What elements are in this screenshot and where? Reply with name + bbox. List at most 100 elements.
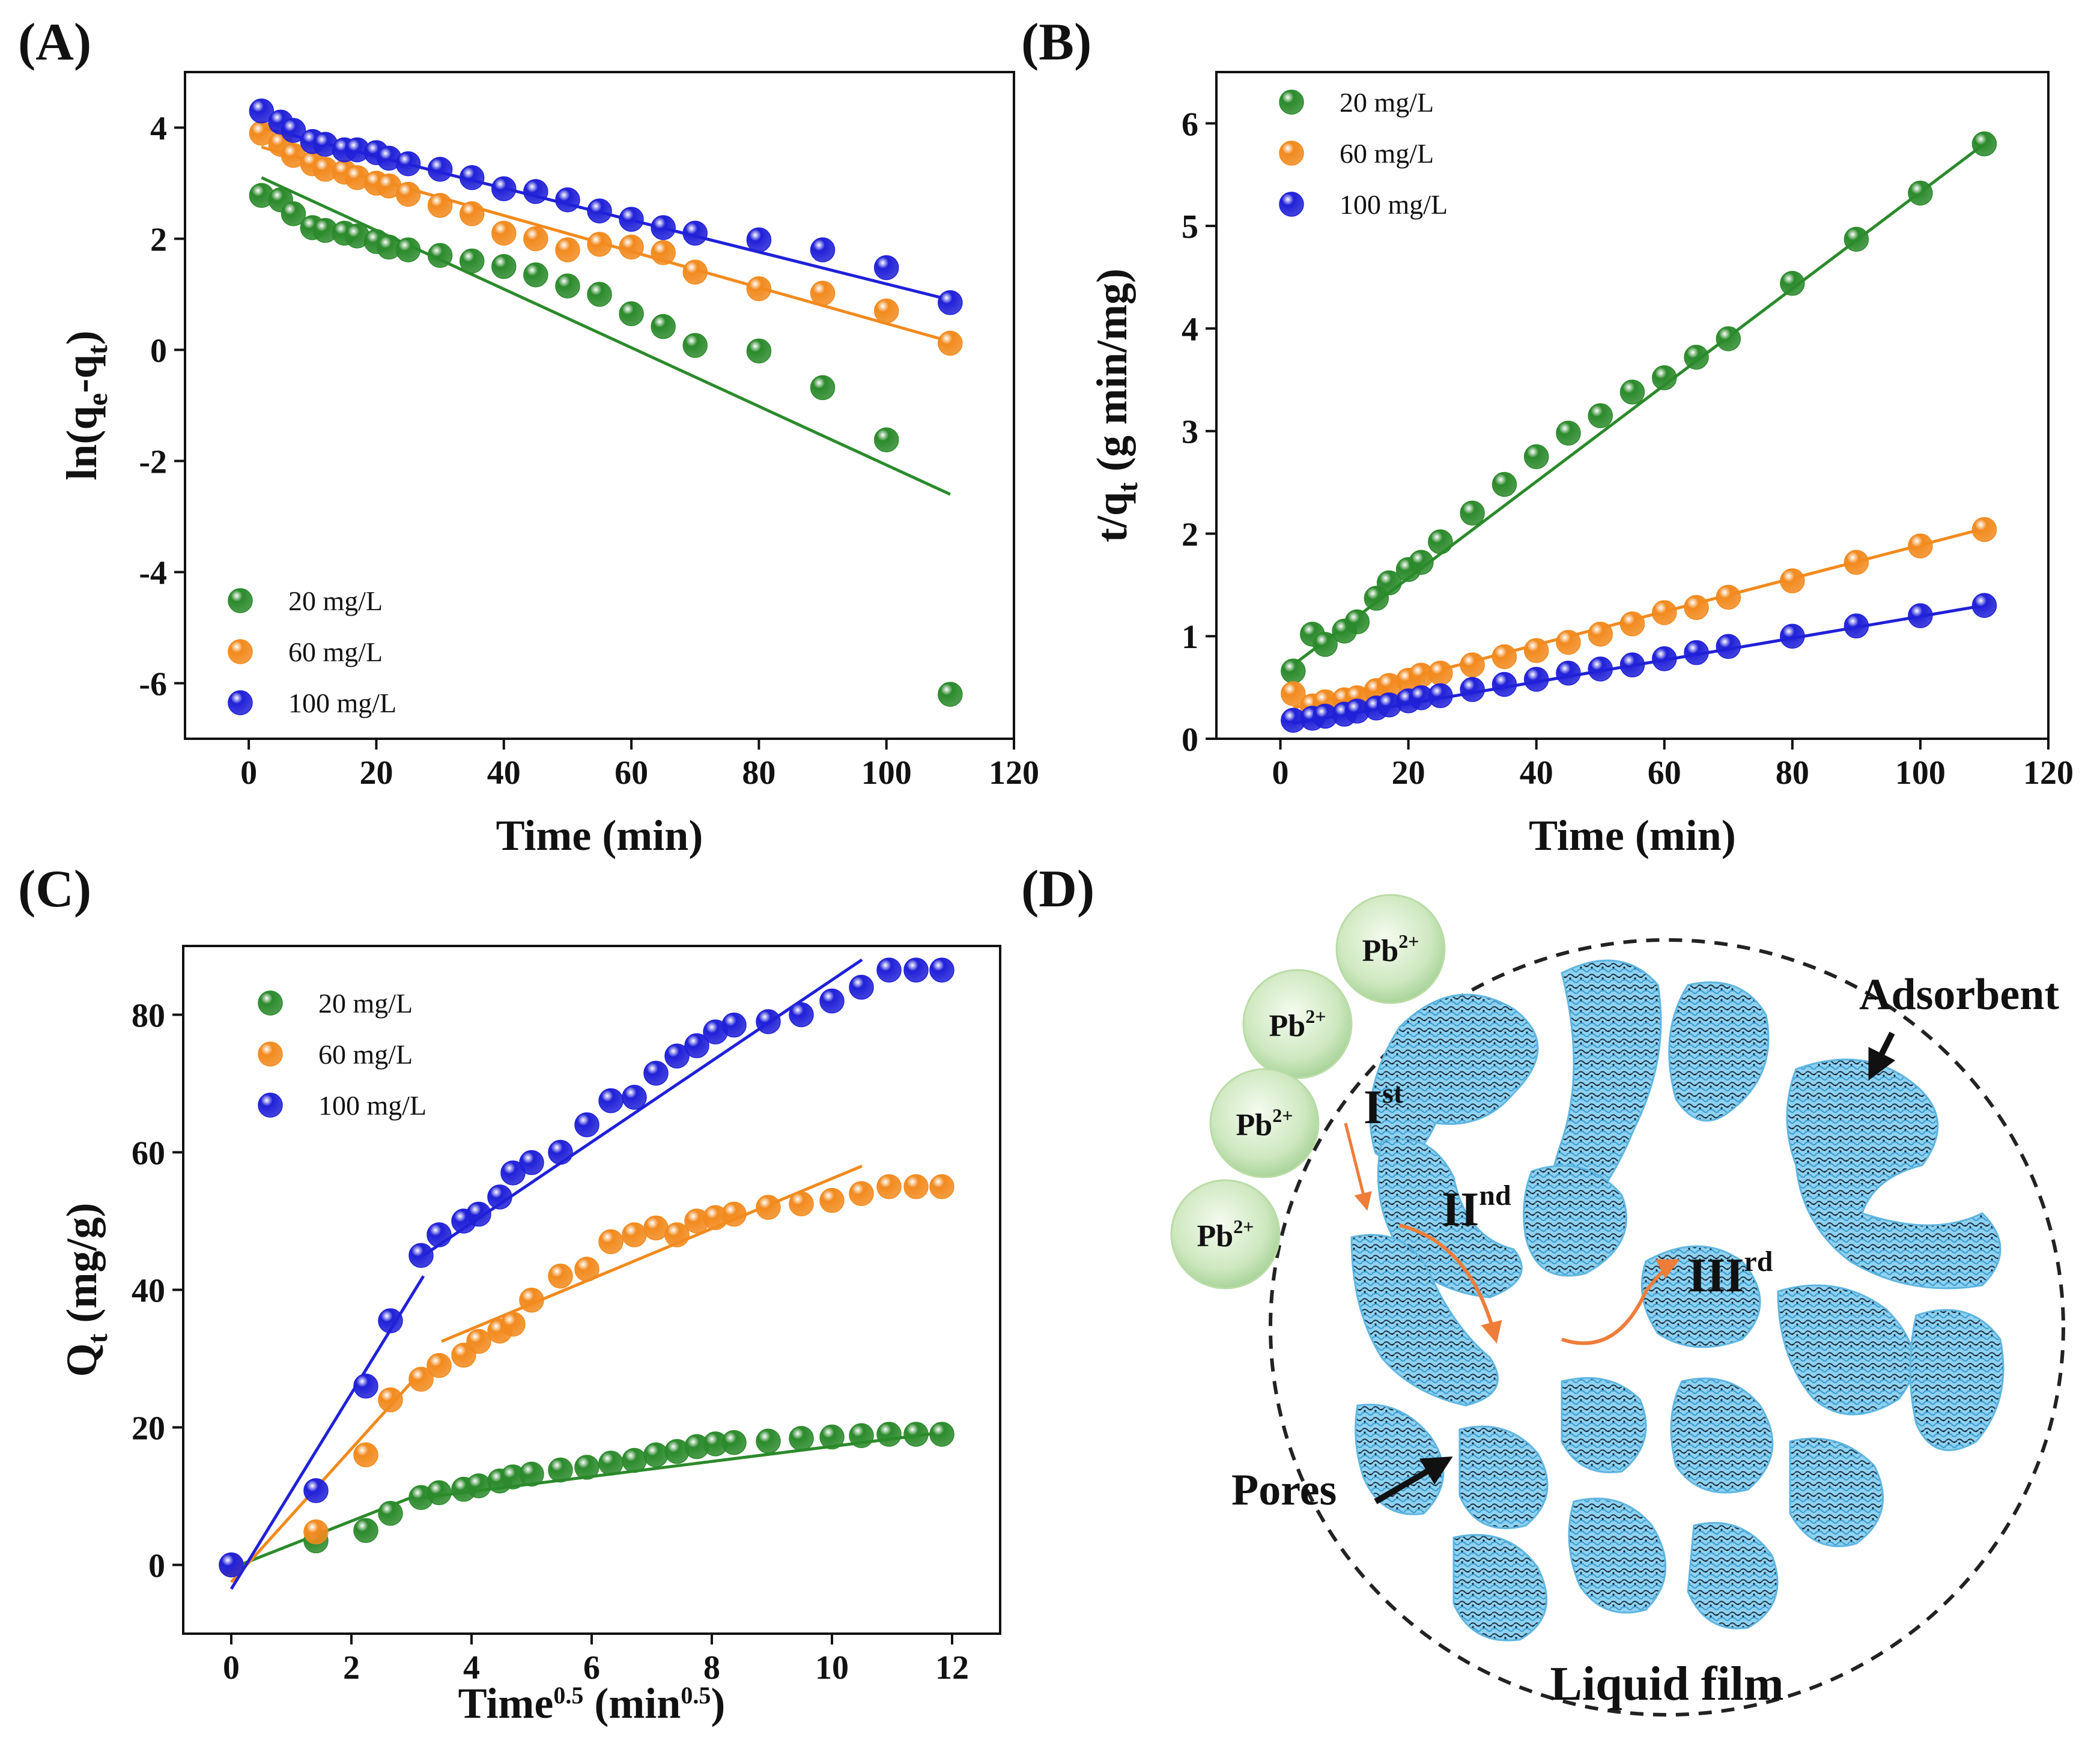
data-point-green bbox=[548, 1457, 573, 1483]
stage2-arrow bbox=[1399, 1223, 1502, 1344]
data-point-orange bbox=[378, 1387, 403, 1413]
stage3-arrow bbox=[1561, 1259, 1680, 1345]
data-point-orange bbox=[756, 1195, 781, 1220]
data-point-green bbox=[1971, 131, 1997, 157]
liquid-film-label: Liquid film bbox=[1550, 1658, 1783, 1711]
x-tick-label: 40 bbox=[487, 754, 521, 792]
y-tick-label: -6 bbox=[139, 666, 167, 703]
data-point-blue bbox=[395, 151, 421, 177]
data-point-orange bbox=[303, 1519, 329, 1545]
data-point-orange bbox=[1716, 584, 1741, 610]
data-point-orange bbox=[746, 276, 772, 302]
data-point-green bbox=[555, 273, 580, 299]
legend-label: 20 mg/L bbox=[318, 988, 413, 1019]
data-point-orange bbox=[721, 1201, 747, 1227]
data-point-blue bbox=[876, 957, 902, 983]
data-point-green bbox=[1652, 365, 1677, 390]
data-point-orange bbox=[548, 1263, 573, 1289]
data-point-green bbox=[574, 1455, 599, 1480]
data-point-orange bbox=[1652, 600, 1677, 625]
data-point-orange bbox=[459, 201, 485, 226]
legend-label: 100 mg/L bbox=[318, 1090, 426, 1121]
x-tick-label: 0 bbox=[1272, 754, 1289, 792]
data-point-green bbox=[651, 314, 676, 339]
svg-text:Pb2+: Pb2+ bbox=[1197, 1216, 1254, 1253]
data-point-green bbox=[1844, 226, 1869, 252]
data-point-blue bbox=[426, 1222, 452, 1247]
legend-label: 60 mg/L bbox=[288, 637, 383, 667]
data-point-blue bbox=[873, 255, 899, 280]
x-tick-label: 12 bbox=[935, 1649, 969, 1687]
data-point-green bbox=[1619, 380, 1645, 405]
data-point-green bbox=[619, 301, 644, 327]
data-point-green bbox=[426, 1480, 452, 1506]
y-tick-label: 0 bbox=[150, 333, 167, 370]
x-tick-label: 20 bbox=[1392, 754, 1425, 792]
data-point-orange bbox=[1844, 550, 1869, 575]
x-tick-label: 2 bbox=[343, 1649, 360, 1687]
data-point-green bbox=[1409, 550, 1434, 575]
y-tick-label: 4 bbox=[1182, 311, 1198, 348]
y-axis-title: t/qt (g min/mg) bbox=[1088, 268, 1144, 542]
data-point-orange bbox=[938, 330, 963, 356]
svg-text:Pb2+: Pb2+ bbox=[1362, 930, 1419, 968]
data-point-orange bbox=[1780, 568, 1805, 593]
svg-text:Pb2+: Pb2+ bbox=[1236, 1105, 1293, 1142]
data-point-blue bbox=[1844, 613, 1869, 638]
data-point-orange bbox=[491, 220, 517, 246]
data-point-green bbox=[491, 254, 517, 279]
data-point-blue bbox=[1523, 667, 1549, 692]
data-point-green bbox=[849, 1423, 874, 1448]
data-point-blue bbox=[523, 179, 548, 204]
data-point-green bbox=[1523, 444, 1549, 470]
y-tick-label: 0 bbox=[148, 1548, 165, 1585]
data-point-green bbox=[789, 1426, 814, 1451]
adsorbent-pointer-arrow bbox=[1868, 1031, 1896, 1081]
data-point-orange bbox=[876, 1174, 902, 1199]
y-tick-label: -4 bbox=[139, 555, 167, 592]
data-point-blue bbox=[487, 1184, 512, 1210]
data-point-blue bbox=[1908, 603, 1933, 628]
data-point-orange bbox=[810, 280, 836, 306]
data-point-blue bbox=[929, 957, 954, 983]
x-axis-title: Time (min) bbox=[496, 811, 703, 859]
x-tick-label: 0 bbox=[223, 1649, 240, 1687]
data-point-orange bbox=[395, 181, 421, 207]
data-point-orange bbox=[1492, 644, 1517, 670]
plot-frame bbox=[184, 71, 1015, 740]
data-point-orange bbox=[903, 1174, 929, 1199]
x-tick-label: 120 bbox=[2023, 754, 2074, 792]
data-point-orange bbox=[873, 299, 899, 324]
y-axis-title: ln(qe-qt) bbox=[58, 330, 114, 480]
data-point-blue bbox=[622, 1085, 647, 1110]
data-point-blue bbox=[682, 220, 708, 246]
data-point-green bbox=[1460, 500, 1485, 526]
legend-label: 60 mg/L bbox=[1340, 138, 1434, 169]
data-point-blue bbox=[1556, 660, 1581, 686]
data-point-blue bbox=[1428, 683, 1453, 709]
data-point-blue bbox=[651, 215, 676, 240]
data-point-blue bbox=[574, 1112, 599, 1138]
stage3-label: IIIrd bbox=[1688, 1246, 1773, 1302]
data-point-green bbox=[873, 427, 899, 453]
data-point-green bbox=[523, 262, 548, 288]
data-point-orange bbox=[1971, 517, 1997, 542]
adsorbent-label: Adsorbent bbox=[1859, 970, 2059, 1019]
x-tick-label: 4 bbox=[463, 1649, 480, 1687]
data-point-blue bbox=[491, 176, 517, 201]
x-axis-title: Time0.5 (min0.5) bbox=[458, 1679, 726, 1727]
data-point-blue bbox=[1684, 640, 1709, 665]
data-point-orange bbox=[789, 1191, 814, 1217]
legend-label: 20 mg/L bbox=[288, 586, 383, 616]
data-point-blue bbox=[643, 1061, 669, 1086]
y-tick-label: 5 bbox=[1182, 208, 1198, 246]
data-point-green bbox=[756, 1428, 781, 1454]
data-point-blue bbox=[427, 157, 453, 182]
data-point-blue bbox=[849, 974, 874, 1000]
data-point-orange bbox=[1281, 681, 1306, 706]
data-point-green bbox=[1344, 609, 1370, 635]
data-point-green bbox=[459, 248, 485, 274]
data-point-green bbox=[938, 682, 963, 707]
